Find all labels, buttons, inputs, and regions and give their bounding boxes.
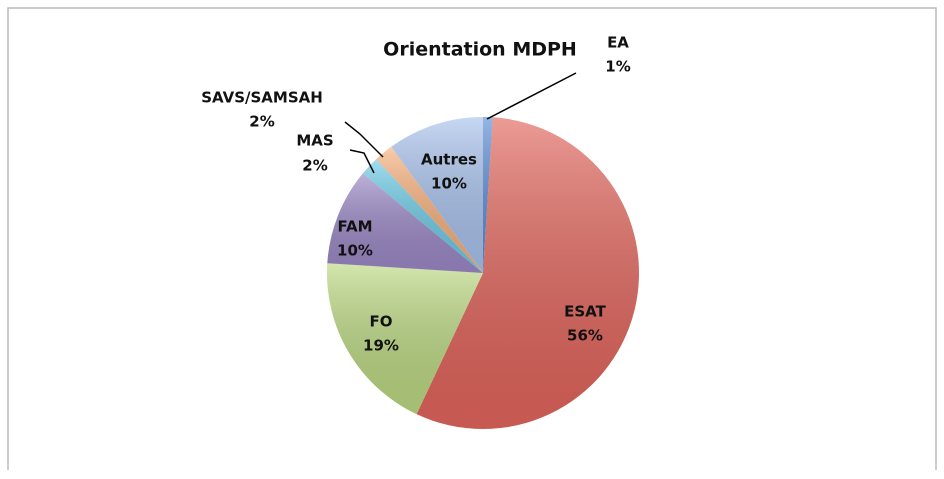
chart-title: Orientation MDPH	[383, 39, 577, 61]
slice-shade	[327, 263, 483, 415]
slice-value: 1%	[605, 58, 630, 76]
slice-shade	[327, 173, 483, 273]
slice-value: 2%	[249, 113, 274, 131]
slice-label: FO	[370, 313, 393, 331]
frame	[7, 7, 937, 470]
slice-value: 10%	[431, 175, 467, 193]
slice-label: Autres	[421, 151, 477, 169]
leader-line	[349, 149, 375, 174]
leader-line	[344, 121, 384, 158]
slice-label: ESAT	[564, 303, 606, 321]
leader-line	[486, 72, 577, 120]
slice-shade	[391, 117, 483, 273]
slice-value: 2%	[302, 157, 327, 175]
slice-value: 19%	[363, 337, 399, 355]
slice-shade	[362, 159, 483, 273]
slice-label: MAS	[296, 132, 333, 150]
slice-label: FAM	[337, 218, 372, 236]
slice-label: SAVS/SAMSAH	[201, 89, 323, 107]
slice-value: 56%	[567, 327, 603, 345]
slice-value: 10%	[337, 242, 373, 260]
slice-shade	[483, 117, 493, 273]
slice-shade	[376, 146, 483, 273]
slice-label: EA	[607, 34, 629, 52]
slice-shade	[416, 117, 640, 429]
